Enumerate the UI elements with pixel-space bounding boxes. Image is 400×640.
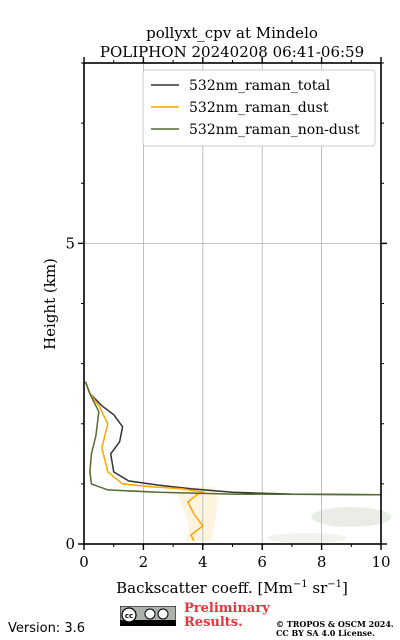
version-label: Version: 3.6	[8, 621, 85, 636]
plot-area: 0 2 4 6 8 10 0 5 532nm_raman_total 532nm_raman_du…	[65, 57, 392, 571]
y-tick-label: 5	[65, 234, 75, 252]
y-tick-label: 0	[65, 535, 75, 553]
legend-label-532nm_raman_dust: 532nm_raman_dust	[189, 100, 329, 116]
series-line-532nm_raman_total	[84, 381, 382, 496]
legend-label-532nm_raman_non-dust: 532nm_raman_non-dust	[189, 122, 360, 138]
series-line-532nm_raman_dust	[84, 381, 206, 542]
series-line-532nm_raman_non-dust	[84, 381, 382, 496]
x-tick-label: 4	[198, 553, 208, 571]
cc-by-sa-logo: cc	[120, 606, 176, 626]
x-tick-label: 2	[139, 553, 149, 571]
non-dust-uncertainty-band-low	[266, 532, 347, 543]
legend-label-532nm_raman_total: 532nm_raman_total	[189, 78, 331, 94]
chart-subtitle: POLIPHON 20240208 06:41-06:59	[100, 43, 364, 61]
y-axis-label: Height (km)	[41, 258, 59, 350]
x-tick-label: 8	[317, 553, 327, 571]
copyright-line-1: © TROPOS & OSCM 2024.	[276, 619, 394, 629]
x-tick-label: 0	[79, 553, 89, 571]
backscatter-profile-chart: pollyxt_cpv at Mindelo POLIPHON 20240208…	[41, 24, 392, 597]
x-tick-label: 6	[257, 553, 267, 571]
legend-box	[142, 69, 376, 147]
preliminary-results-note: Preliminary Results.	[184, 601, 270, 630]
dust-uncertainty-band	[178, 486, 218, 541]
non-dust-uncertainty-band	[311, 506, 392, 527]
copyright-note: © TROPOS & OSCM 2024. CC BY SA 4.0 Licen…	[276, 620, 394, 638]
x-axis-label: Backscatter coeff. [Mm−1 sr−1]	[116, 579, 348, 597]
chart-title: pollyxt_cpv at Mindelo	[146, 24, 318, 42]
svg-text:cc: cc	[125, 612, 133, 620]
copyright-line-2: CC BY SA 4.0 License.	[276, 628, 375, 638]
x-tick-label: 10	[371, 553, 390, 571]
